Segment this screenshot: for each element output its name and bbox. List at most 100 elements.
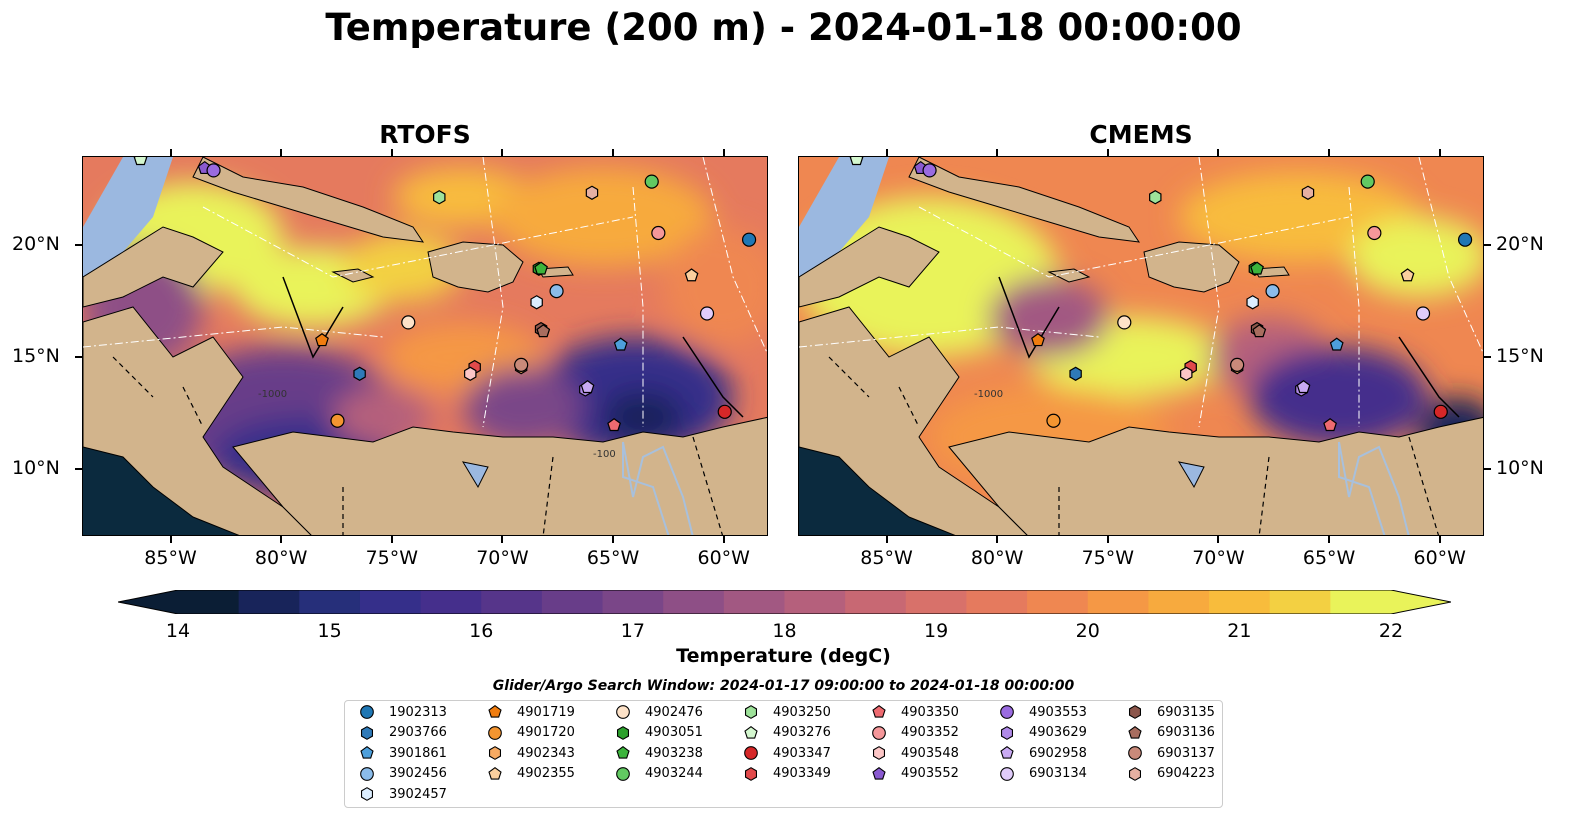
lon-tick [612, 536, 615, 543]
lake-maracaibo [461, 461, 489, 489]
figure-title: Temperature (200 m) - 2024-01-18 00:00:0… [325, 6, 1242, 49]
legend-label: 4903553 [1029, 704, 1087, 720]
colorbar-segment [663, 590, 725, 614]
colorbar [117, 589, 1452, 615]
colorbar-segment [481, 590, 543, 614]
float-marker-6904223 [1301, 185, 1315, 200]
legend-item-4903629: 4903629 [999, 725, 1087, 741]
lon-tick-top [612, 149, 615, 156]
cuba-land [908, 157, 1141, 243]
lon-tick [390, 536, 393, 543]
legend-label: 2903766 [389, 725, 447, 740]
lon-tick-top [1328, 149, 1331, 156]
legend-item-4902476: 4902476 [615, 704, 703, 720]
legend-item-1902313: 1902313 [359, 704, 447, 720]
float-marker-3901861 [613, 337, 628, 351]
lon-tick-top [1438, 149, 1441, 156]
lat-tick [75, 467, 82, 470]
lon-tick [1328, 536, 1331, 543]
isobath-contours [282, 276, 744, 418]
legend-marker-hexagon [488, 746, 502, 760]
colorbar-tick-label: 21 [1227, 620, 1252, 642]
legend-item-3902457: 3902457 [359, 786, 447, 802]
river [1338, 441, 1410, 535]
float-marker-4902355 [684, 268, 699, 282]
colorbar-segment [238, 590, 300, 614]
legend-item-4903238: 4903238 [615, 745, 703, 761]
legend-item-4902343: 4902343 [487, 745, 575, 761]
colorbar-tick-label: 14 [165, 620, 191, 642]
legend-marker-hexagon [744, 766, 758, 781]
legend-marker-circle [616, 766, 630, 781]
colorbar-segment [784, 590, 846, 614]
legend-marker-pentagon [744, 725, 758, 739]
temperature-field [83, 167, 767, 497]
isobath-contours [998, 276, 1460, 418]
float-marker-1902313 [741, 232, 757, 247]
legend-item-4903250: 4903250 [743, 704, 831, 720]
colorbar-tick-label: 18 [772, 620, 797, 642]
legend-item-4901720: 4901720 [487, 725, 575, 741]
lon-tick [501, 536, 504, 543]
legend-label: 4903629 [1029, 725, 1087, 740]
float-marker-4903250 [433, 190, 446, 205]
legend-label: 4903276 [773, 725, 831, 740]
legend-item-6903134: 6903134 [999, 766, 1087, 782]
panel-title-cmems: CMEMS [1089, 120, 1193, 149]
map-cmems: -1000 [798, 156, 1484, 536]
search-window-text: Glider/Argo Search Window: 2024-01-17 09… [492, 678, 1075, 694]
legend-item-4903276: 4903276 [743, 725, 831, 741]
shelf-gulf [83, 157, 173, 277]
jamaica-land [331, 268, 375, 283]
lon-tick-top [390, 149, 393, 156]
colorbar-segment [420, 590, 482, 614]
legend-marker-circle [360, 766, 374, 781]
yucatan-land [799, 226, 940, 308]
colorbar-tick-label: 19 [924, 620, 949, 642]
lon-tick [722, 536, 725, 543]
float-marker-6903137 [1230, 357, 1245, 372]
lon-tick [1106, 536, 1109, 543]
float-marker-6903136 [1252, 324, 1267, 338]
contour-label: -100 [593, 449, 616, 460]
lake-maracaibo [1177, 461, 1205, 489]
legend-label: 4902476 [645, 704, 703, 720]
legend-item-2903766: 2903766 [359, 725, 447, 741]
legend-item-4903552: 4903552 [871, 766, 959, 782]
lon-tick-top [280, 149, 283, 156]
float-marker-4903548 [464, 366, 477, 382]
colorbar-segment [178, 590, 240, 614]
country-borders [828, 356, 1440, 535]
float-marker-4903244 [644, 174, 659, 189]
legend-label: 4903238 [645, 745, 703, 761]
lat-tick [1484, 356, 1491, 359]
colorbar-segment [602, 590, 664, 614]
float-marker-4901720 [330, 413, 345, 428]
river [622, 441, 694, 535]
float-marker-4903276 [133, 157, 148, 166]
colorbar-segment [1087, 590, 1149, 614]
lon-tick [1217, 536, 1220, 543]
float-marker-3902457 [530, 295, 543, 310]
float-marker-4901719 [1031, 333, 1045, 347]
lat-tick-label: 20°N [12, 233, 60, 256]
float-marker-4903350 [607, 417, 621, 432]
colorbar-segment [905, 590, 968, 614]
lon-tick-label: 85°W [144, 547, 197, 569]
lon-tick-top [722, 149, 725, 156]
lon-tick-top [1217, 149, 1220, 156]
colorbar-segment [723, 590, 786, 614]
float-marker-4901720 [1046, 413, 1061, 428]
float-marker-4903244 [1360, 174, 1375, 189]
legend-item-3901861: 3901861 [359, 745, 447, 761]
lon-tick-label: 65°W [586, 547, 640, 569]
legend-marker-hexagon [1000, 725, 1014, 740]
colorbar-segment [1269, 590, 1331, 614]
legend-label: 4903548 [901, 745, 959, 761]
legend-label: 3902456 [389, 766, 447, 781]
float-marker-4903553 [922, 163, 937, 178]
legend-item-4903347: 4903347 [743, 745, 831, 761]
lon-tick-label: 75°W [365, 547, 419, 569]
lon-tick-label: 80°W [970, 547, 1024, 569]
lat-tick-label: 20°N [1496, 233, 1544, 256]
